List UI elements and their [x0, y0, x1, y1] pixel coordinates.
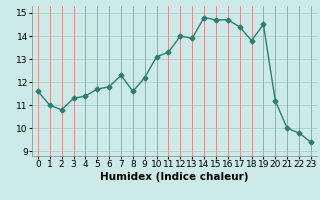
X-axis label: Humidex (Indice chaleur): Humidex (Indice chaleur): [100, 172, 249, 182]
